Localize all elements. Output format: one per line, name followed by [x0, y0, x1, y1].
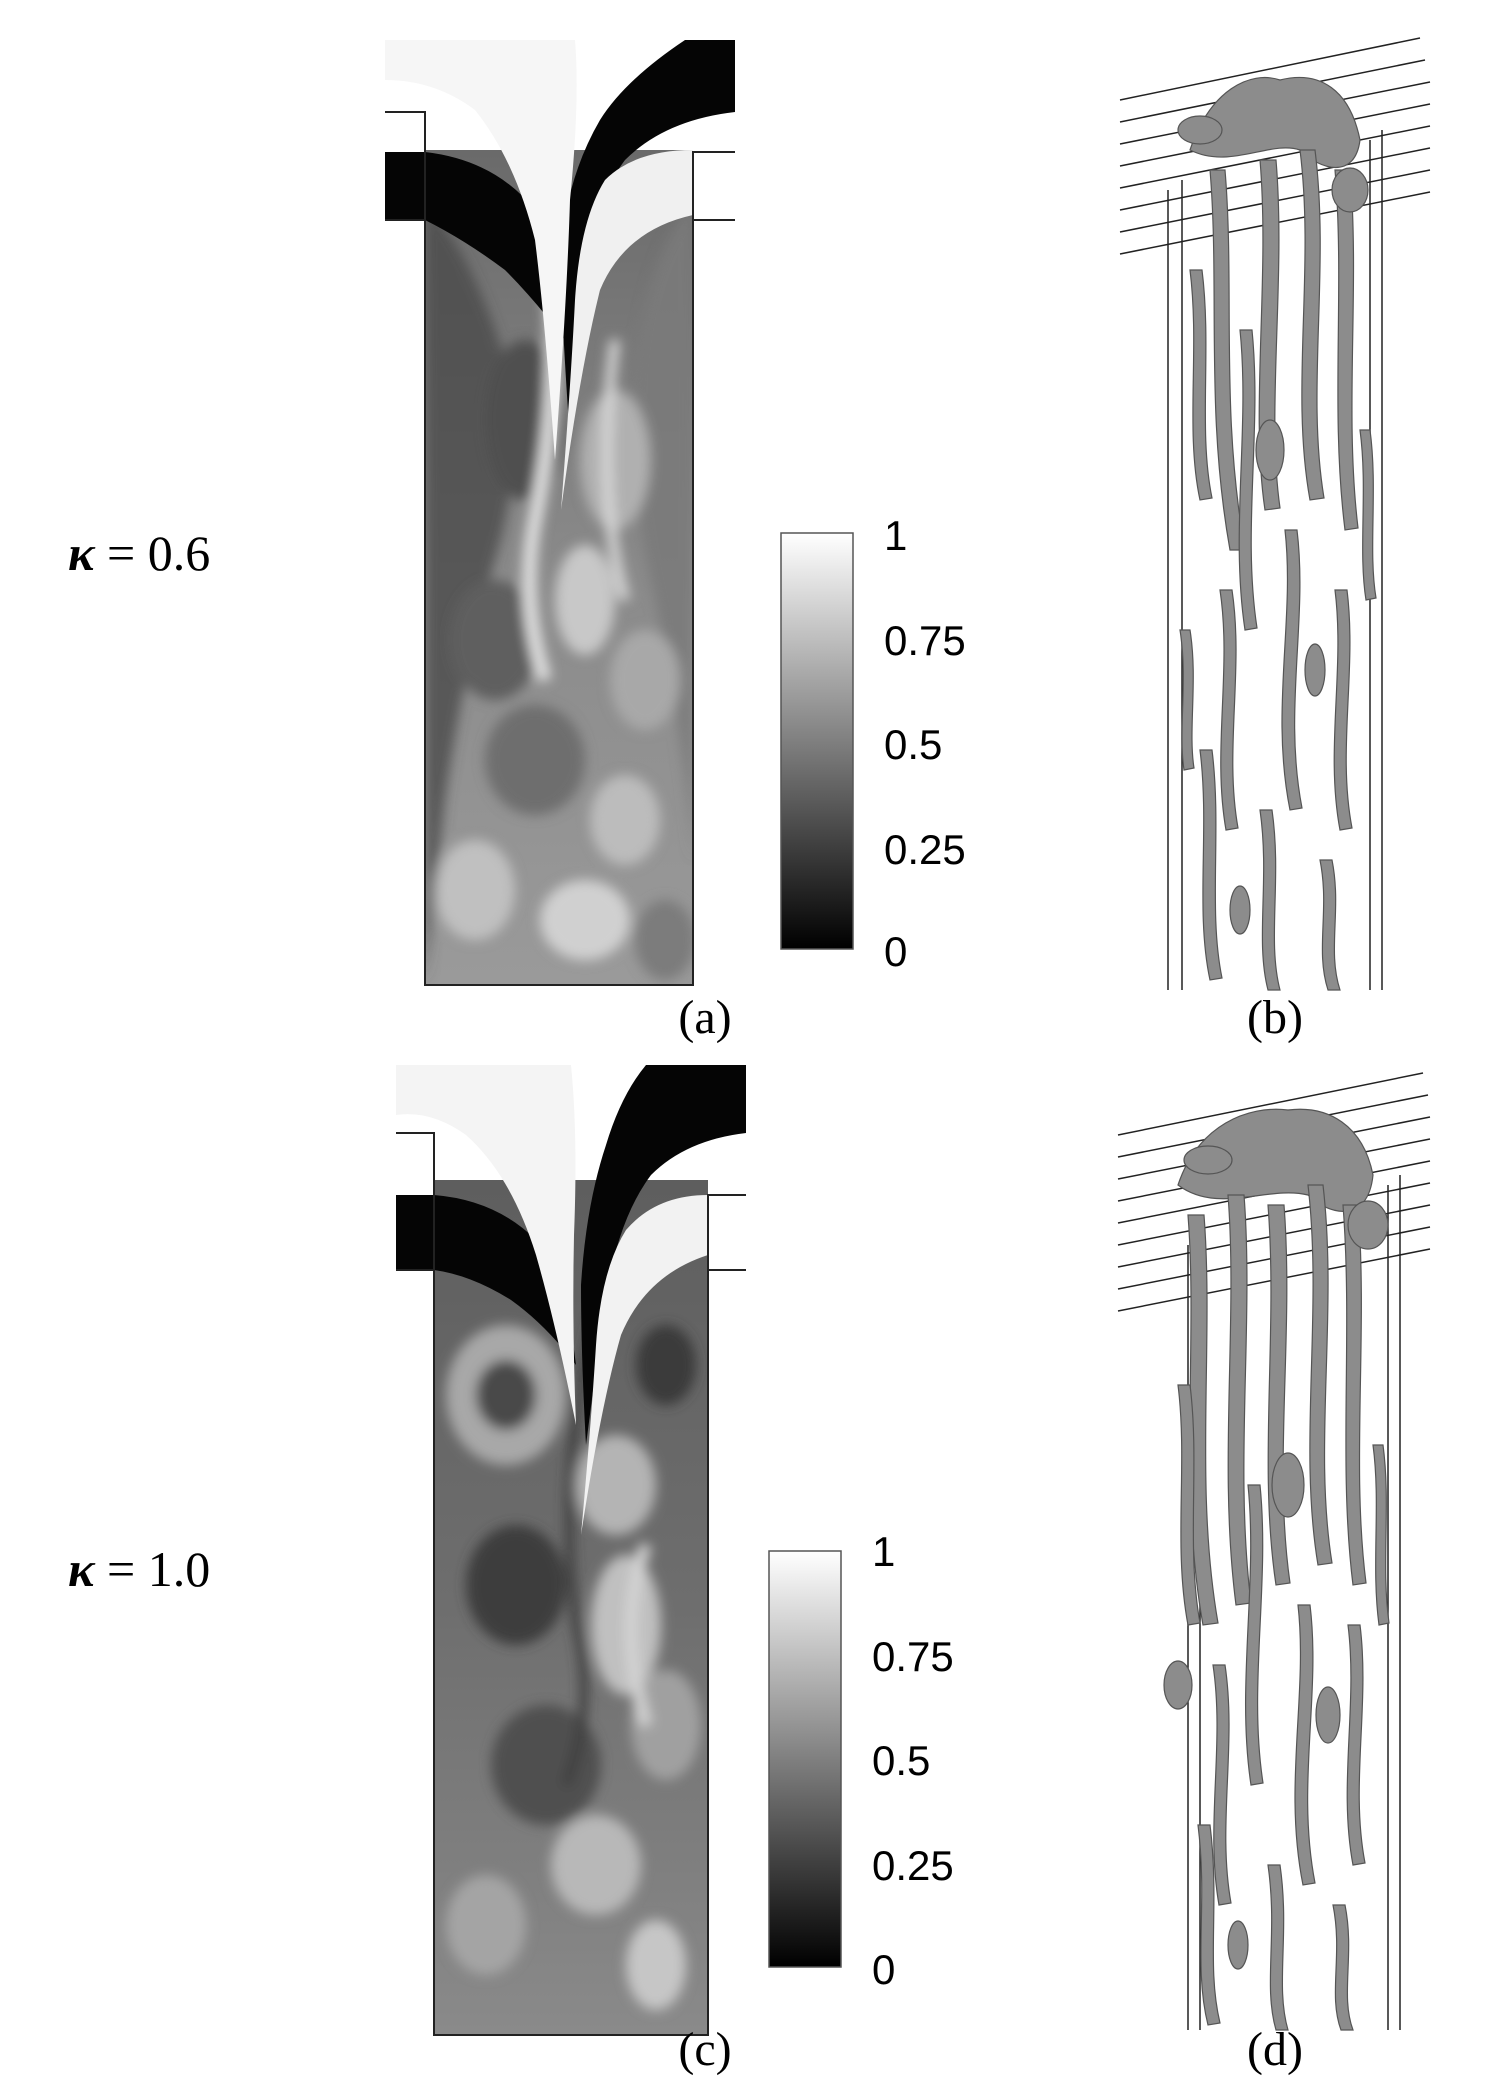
concentration-field-panel-a	[385, 40, 735, 986]
row-label-kappa-0-6: κ = 0.6	[68, 524, 210, 582]
row-label-kappa-1-0: κ = 1.0	[68, 1540, 210, 1598]
colorbar-row1	[780, 532, 854, 950]
caption-a: (a)	[678, 991, 732, 1044]
colorbar-row2-tick-0: 0	[872, 1946, 896, 1993]
vortex-isosurface-panel-b	[1119, 37, 1431, 991]
right-inlet-jet	[560, 40, 735, 440]
right-inlet-jet	[581, 1065, 746, 1445]
colorbar-row1-tick-0-5: 0.5	[884, 721, 943, 768]
colorbar-row2-tick-0-75: 0.75	[872, 1633, 954, 1680]
kappa-symbol: κ	[68, 525, 95, 581]
colorbar-row2-tick-0-5: 0.5	[872, 1737, 931, 1784]
vortex-isosurface-panel-d	[1117, 1072, 1431, 2031]
colorbar-row1-tick-1: 1	[884, 512, 908, 559]
kappa-value: = 0.6	[94, 525, 211, 581]
colorbar-row1-tick-0: 0	[884, 928, 908, 975]
colorbar-row2-tick-0-25: 0.25	[872, 1842, 954, 1889]
kappa-symbol: κ	[68, 1541, 95, 1597]
colorbar-row1-tick-0-75: 0.75	[884, 617, 966, 664]
domain-outline	[396, 1132, 746, 2036]
colorbar-row2	[768, 1550, 842, 1968]
kappa-value: = 1.0	[94, 1541, 211, 1597]
concentration-field-panel-c	[396, 1065, 746, 2036]
caption-b: (b)	[1247, 991, 1303, 1044]
left-inlet-jet	[385, 152, 565, 340]
colorbar-row2-tick-1: 1	[872, 1528, 896, 1575]
colorbar-row1-tick-0-25: 0.25	[884, 826, 966, 873]
caption-d: (d)	[1247, 2023, 1303, 2076]
caption-c: (c)	[678, 2023, 732, 2076]
domain-outline	[385, 111, 735, 986]
